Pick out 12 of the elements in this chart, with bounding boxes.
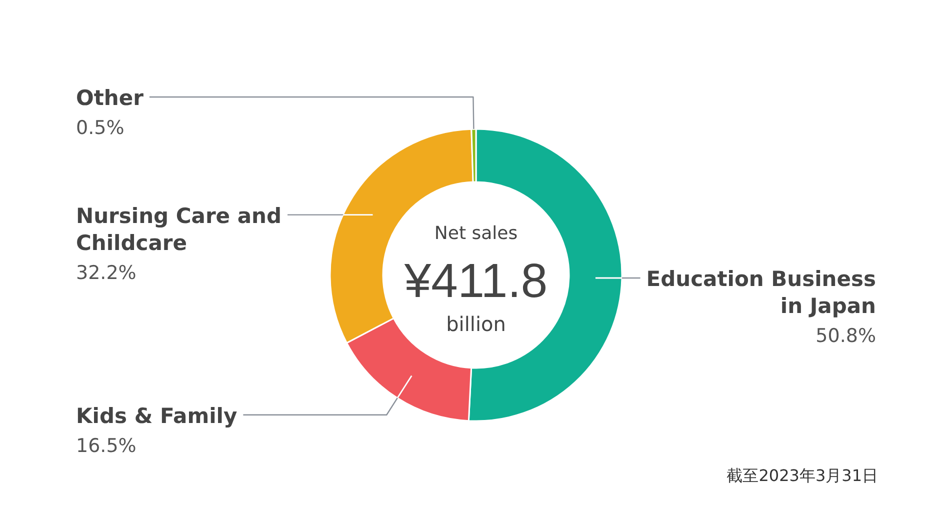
data-label: 32.2% xyxy=(76,262,136,284)
data-label: 16.5% xyxy=(76,434,136,457)
slice-label: Other xyxy=(76,86,144,110)
slice-label: Kids & Family xyxy=(76,404,238,428)
text: 截至2023年3月31日 xyxy=(726,466,878,485)
data-label: 0.5% xyxy=(76,117,124,140)
data-label: 50.8% xyxy=(816,325,876,348)
text: Net sales xyxy=(434,223,518,244)
slice-label: Nursing Care and Childcare xyxy=(76,204,282,255)
text: billion xyxy=(446,312,506,336)
slice-label: Education Business in Japan xyxy=(646,267,876,318)
text: ¥411.8 xyxy=(403,255,548,308)
